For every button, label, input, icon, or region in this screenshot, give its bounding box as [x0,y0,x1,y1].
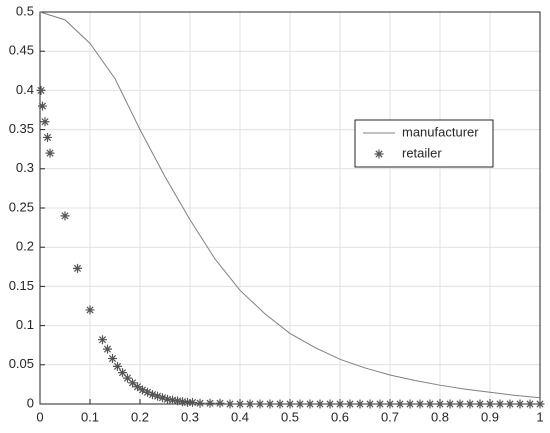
marker [85,305,95,315]
marker [395,399,405,409]
marker [535,399,545,409]
marker [425,399,435,409]
marker [235,399,245,409]
marker [158,393,167,403]
marker [415,399,425,409]
marker [138,385,147,395]
x-tick-label: 1 [536,409,543,424]
marker [475,399,485,409]
marker [455,399,465,409]
y-tick-label: 0.45 [9,43,34,58]
marker [40,117,50,127]
y-tick-label: 0 [27,395,34,410]
marker [495,399,505,409]
marker [225,399,235,409]
y-tick-label: 0.35 [9,121,34,136]
marker [98,335,107,345]
marker [265,399,275,409]
legend-label: retailer [402,145,442,160]
marker [385,399,395,409]
marker [445,399,455,409]
marker [365,399,375,409]
marker [515,399,525,409]
marker [315,399,325,409]
marker [143,387,152,397]
x-tick-label: 0.4 [231,409,249,424]
legend-box [354,119,494,168]
marker [103,344,112,354]
marker [355,399,365,409]
marker [525,399,535,409]
marker [183,397,192,407]
marker [195,398,205,408]
y-tick-label: 0.2 [16,239,34,254]
x-tick-label: 0.6 [331,409,349,424]
marker [178,397,187,407]
marker [163,394,172,404]
marker [505,399,515,409]
marker [113,361,122,371]
y-tick-label: 0.05 [9,356,34,371]
marker [36,85,46,95]
marker [375,399,385,409]
marker [275,399,285,409]
marker [128,378,137,388]
marker [133,382,142,392]
marker [153,391,162,401]
marker [73,263,82,273]
marker [45,148,55,158]
y-tick-label: 0.4 [16,82,34,97]
marker [285,399,295,409]
x-tick-label: 0.5 [281,409,299,424]
marker [173,396,182,406]
marker [295,399,305,409]
x-tick-label: 0 [36,409,43,424]
line [39,11,541,399]
marker [465,399,475,409]
marker [168,395,177,405]
marker [108,354,117,364]
marker [435,399,445,409]
x-tick-label: 0.2 [131,409,149,424]
x-tick-label: 0.9 [481,409,499,424]
x-tick-label: 0.3 [181,409,199,424]
marker [215,398,225,408]
x-tick-label: 0.1 [81,409,99,424]
y-tick-label: 0.3 [16,160,34,175]
marker [245,399,255,409]
legend-marker [374,149,384,159]
marker [335,399,345,409]
marker [305,399,315,409]
x-tick-label: 0.8 [431,409,449,424]
marker [38,101,47,111]
marker [60,211,70,221]
marker [325,399,335,409]
marker [405,399,415,409]
y-tick-label: 0.5 [16,3,34,18]
legend-label: manufacturer [402,124,479,139]
marker [255,399,265,409]
marker [188,397,197,407]
marker [205,398,215,408]
marker [345,399,355,409]
y-tick-label: 0.25 [9,199,34,214]
marker [118,368,127,378]
marker [43,132,52,142]
marker [148,390,157,400]
y-tick-label: 0.1 [16,317,34,332]
x-tick-label: 0.7 [381,409,399,424]
marker [485,399,495,409]
y-tick-label: 0.15 [9,278,34,293]
marker [123,373,132,383]
